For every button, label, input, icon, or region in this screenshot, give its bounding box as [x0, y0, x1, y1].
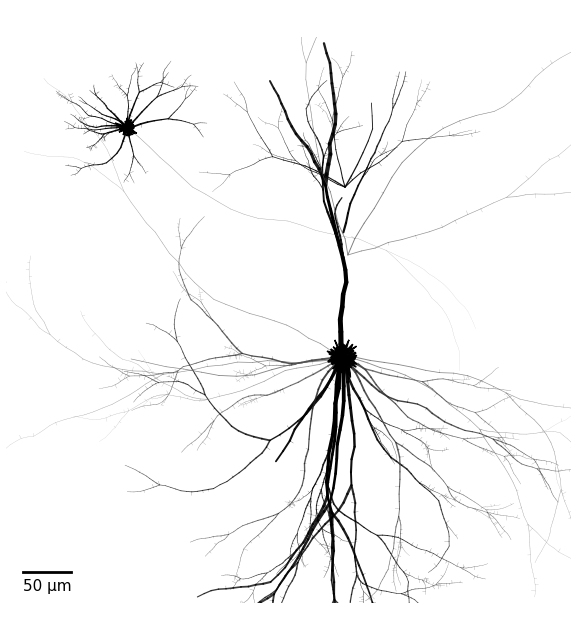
Text: 50 μm: 50 μm: [23, 579, 72, 595]
Polygon shape: [327, 340, 357, 378]
Polygon shape: [115, 118, 137, 136]
